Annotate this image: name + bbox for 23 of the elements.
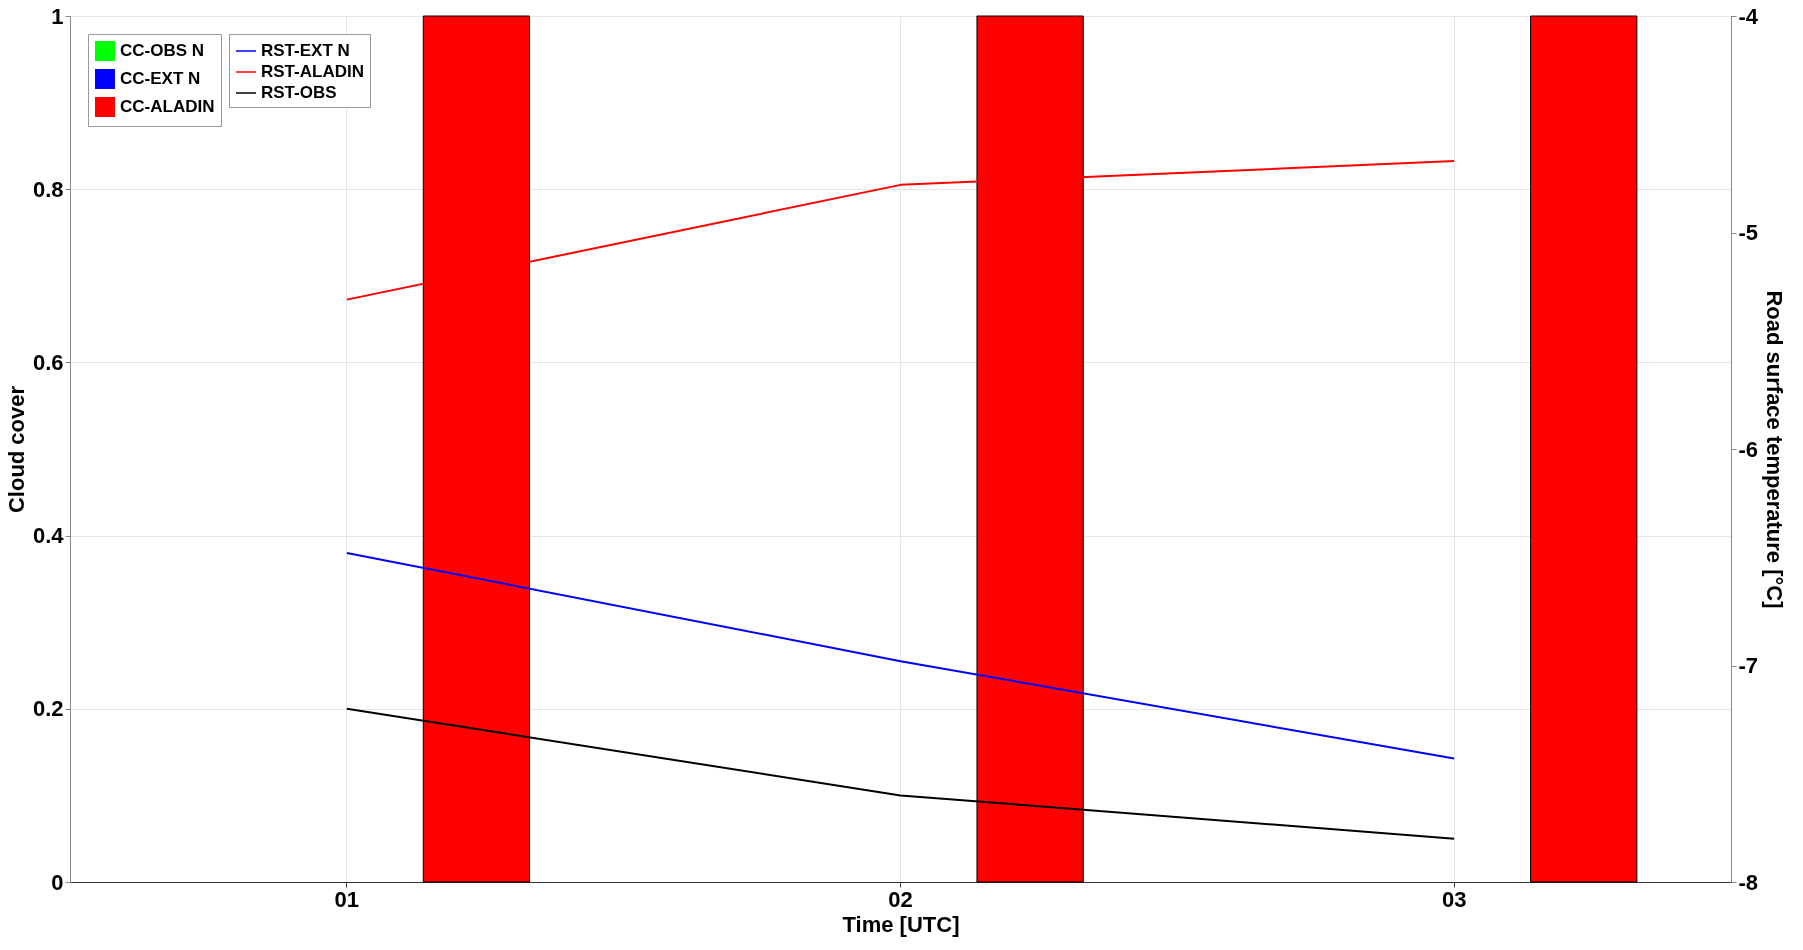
x-axis-title: Time [UTC] [842, 911, 960, 937]
legend-label: CC-ALADIN [120, 97, 215, 116]
y-tick-label: 0.2 [32, 696, 64, 722]
legend-label: CC-OBS N [120, 41, 205, 60]
legend-label: RST-EXT N [261, 41, 350, 60]
y-tick-label: 0 [51, 869, 64, 895]
y2-tick-label: -7 [1738, 653, 1759, 678]
legend-label: RST-OBS [261, 83, 337, 102]
y-tick-label: 0.8 [32, 176, 64, 202]
y2-tick-label: -5 [1738, 220, 1759, 245]
y-tick-label: 0.4 [32, 523, 65, 549]
x-tick-label: 03 [1441, 886, 1467, 912]
y-axis-title: Cloud cover [3, 385, 29, 514]
y-tick-label: 1 [51, 3, 64, 29]
y2-tick-label: -4 [1738, 3, 1759, 29]
x-tick-label: 02 [888, 886, 913, 912]
legend-label: RST-ALADIN [261, 62, 364, 81]
y2-axis-title: Road surface temperature [°C] [1762, 290, 1788, 609]
y2-tick-label: -8 [1738, 869, 1759, 895]
y2-tick-label: -6 [1738, 436, 1759, 462]
legend-label: CC-EXT N [120, 69, 201, 88]
x-tick-label: 01 [334, 886, 360, 912]
y-tick-label: 0.6 [32, 349, 64, 375]
